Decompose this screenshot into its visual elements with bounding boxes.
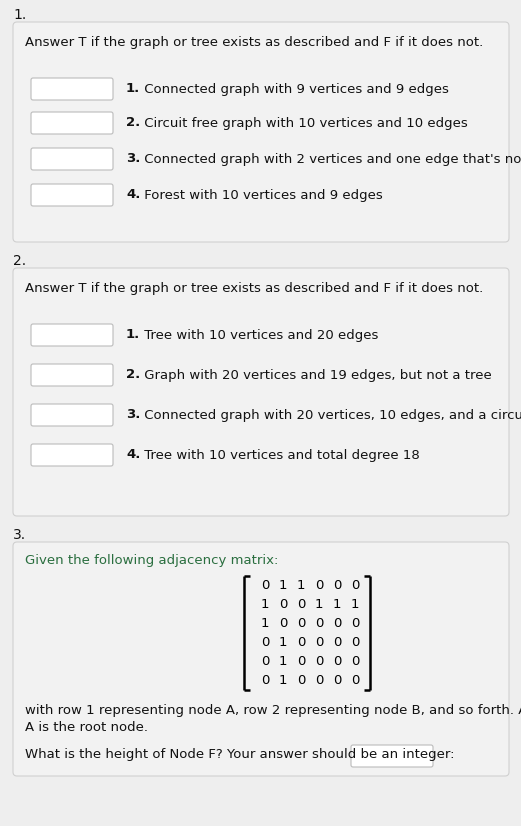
Text: Answer T if the graph or tree exists as described and F if it does not.: Answer T if the graph or tree exists as …	[25, 36, 483, 49]
Text: 1: 1	[260, 598, 269, 611]
Text: with row 1 representing node A, row 2 representing node B, and so forth. Assume : with row 1 representing node A, row 2 re…	[25, 704, 521, 717]
Text: Connected graph with 2 vertices and one edge that's not a tree: Connected graph with 2 vertices and one …	[140, 153, 521, 165]
Text: 2.: 2.	[126, 368, 140, 382]
Text: What is the height of Node F? Your answer should be an integer:: What is the height of Node F? Your answe…	[25, 748, 454, 761]
FancyBboxPatch shape	[13, 268, 509, 516]
Text: 1: 1	[279, 636, 287, 649]
Text: 0: 0	[333, 617, 341, 630]
Text: 0: 0	[297, 636, 305, 649]
Text: 4.: 4.	[126, 449, 140, 462]
Text: 0: 0	[315, 579, 323, 592]
Text: 1: 1	[279, 655, 287, 668]
Text: 1: 1	[279, 674, 287, 687]
Text: 0: 0	[351, 655, 359, 668]
Text: A is the root node.: A is the root node.	[25, 721, 148, 734]
FancyBboxPatch shape	[31, 184, 113, 206]
Text: 0: 0	[333, 655, 341, 668]
Text: Answer T if the graph or tree exists as described and F if it does not.: Answer T if the graph or tree exists as …	[25, 282, 483, 295]
Text: 0: 0	[315, 636, 323, 649]
FancyBboxPatch shape	[31, 78, 113, 100]
Text: 0: 0	[297, 655, 305, 668]
Text: 0: 0	[261, 579, 269, 592]
Text: 0: 0	[297, 617, 305, 630]
FancyBboxPatch shape	[13, 542, 509, 776]
Text: Connected graph with 20 vertices, 10 edges, and a circuit: Connected graph with 20 vertices, 10 edg…	[140, 409, 521, 421]
Text: 1.: 1.	[13, 8, 26, 22]
Text: 0: 0	[351, 579, 359, 592]
Text: Tree with 10 vertices and total degree 18: Tree with 10 vertices and total degree 1…	[140, 449, 420, 462]
Text: 1: 1	[333, 598, 341, 611]
Text: 3.: 3.	[126, 153, 140, 165]
Text: 3.: 3.	[126, 409, 140, 421]
Text: Forest with 10 vertices and 9 edges: Forest with 10 vertices and 9 edges	[140, 188, 383, 202]
Text: 0: 0	[261, 674, 269, 687]
Text: 0: 0	[333, 674, 341, 687]
Text: 0: 0	[351, 617, 359, 630]
Text: 0: 0	[333, 579, 341, 592]
Text: 0: 0	[297, 598, 305, 611]
Text: 3.: 3.	[13, 528, 26, 542]
Text: 1: 1	[260, 617, 269, 630]
Text: 1: 1	[279, 579, 287, 592]
Text: 2.: 2.	[126, 116, 140, 130]
FancyBboxPatch shape	[31, 404, 113, 426]
Text: 0: 0	[261, 636, 269, 649]
FancyBboxPatch shape	[351, 745, 433, 767]
Text: Circuit free graph with 10 vertices and 10 edges: Circuit free graph with 10 vertices and …	[140, 116, 468, 130]
FancyBboxPatch shape	[31, 444, 113, 466]
Text: 0: 0	[315, 617, 323, 630]
FancyBboxPatch shape	[31, 112, 113, 134]
Text: 4.: 4.	[126, 188, 140, 202]
Text: 0: 0	[297, 674, 305, 687]
Text: Connected graph with 9 vertices and 9 edges: Connected graph with 9 vertices and 9 ed…	[140, 83, 449, 96]
Text: 0: 0	[351, 636, 359, 649]
FancyBboxPatch shape	[13, 22, 509, 242]
Text: 0: 0	[279, 617, 287, 630]
Text: 0: 0	[315, 674, 323, 687]
Text: 1: 1	[315, 598, 323, 611]
FancyBboxPatch shape	[31, 324, 113, 346]
Text: 0: 0	[279, 598, 287, 611]
Text: 0: 0	[351, 674, 359, 687]
FancyBboxPatch shape	[31, 364, 113, 386]
Text: 1: 1	[351, 598, 359, 611]
Text: 1: 1	[297, 579, 305, 592]
Text: 2.: 2.	[13, 254, 26, 268]
Text: 1.: 1.	[126, 83, 140, 96]
Text: Graph with 20 vertices and 19 edges, but not a tree: Graph with 20 vertices and 19 edges, but…	[140, 368, 492, 382]
Text: 0: 0	[333, 636, 341, 649]
Text: Tree with 10 vertices and 20 edges: Tree with 10 vertices and 20 edges	[140, 329, 378, 341]
Text: 0: 0	[261, 655, 269, 668]
FancyBboxPatch shape	[31, 148, 113, 170]
Text: 1.: 1.	[126, 329, 140, 341]
Text: 0: 0	[315, 655, 323, 668]
Text: Given the following adjacency matrix:: Given the following adjacency matrix:	[25, 554, 278, 567]
